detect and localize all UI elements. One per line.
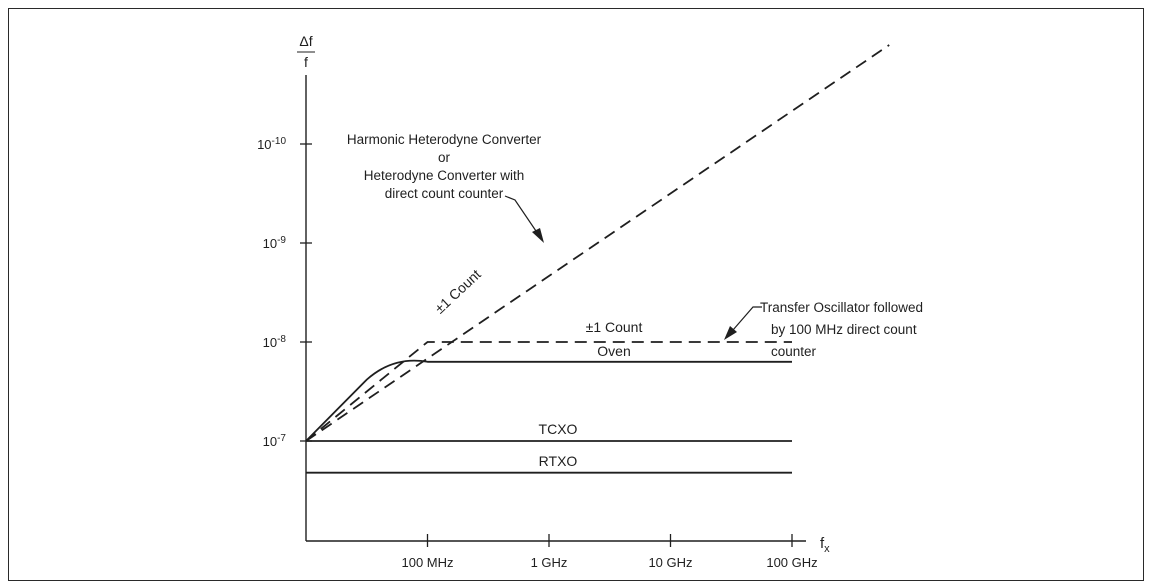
transfer-pointer [732,306,762,331]
x-tick-label-1: 1 GHz [531,555,568,570]
x-axis-label-base: f [820,535,825,552]
transfer-annotation: Transfer Oscillator followed by 100 MHz … [760,300,923,359]
tcxo-label: TCXO [539,421,578,437]
transfer-line-1: Transfer Oscillator followed [760,300,923,315]
x-tick-label-0: 100 MHz [401,555,453,570]
y-tick-label-3: 10-10 [257,136,286,152]
y-ticks: 10-7 10-8 10-9 10-10 [257,136,312,449]
transfer-line-3: counter [771,344,817,359]
series-0-harmonic-heterodyne-converter- [305,44,890,442]
x-tick-label-3: 100 GHz [766,555,817,570]
heterodyne-pointer-arrowhead [532,228,544,243]
heterodyne-line-2: or [438,150,451,165]
heterodyne-line-4: direct count counter [385,186,504,201]
series-layer [305,44,890,474]
count-flat-label: ±1 Count [586,319,643,335]
y-tick-label-1: 10-8 [263,334,287,350]
heterodyne-annotation: Harmonic Heterodyne Converter or Heterod… [347,132,542,201]
transfer-line-2: by 100 MHz direct count [771,322,917,337]
count-diagonal-label: ±1 Count [431,266,483,316]
y-tick-label-0: 10-7 [263,433,287,449]
heterodyne-pointer [504,195,537,232]
rtxo-label: RTXO [539,453,578,469]
figure-frame [8,8,1144,581]
x-axis-label: fx [820,535,830,555]
y-axis-label: Δf f [297,33,315,70]
x-tick-label-2: 10 GHz [648,555,692,570]
series-1-1-count [305,341,792,442]
x-ticks: 100 MHz 1 GHz 10 GHz 100 GHz [401,534,818,570]
x-axis-label-subscript: x [824,543,830,555]
y-axis-label-denominator: f [304,54,308,70]
heterodyne-line-1: Harmonic Heterodyne Converter [347,132,542,147]
transfer-pointer-arrowhead [724,326,737,340]
y-axis-label-numerator: Δf [299,33,312,49]
y-tick-label-2: 10-9 [263,235,287,251]
series-2-oven [305,359,792,442]
heterodyne-line-3: Heterodyne Converter with [364,168,525,183]
oven-label: Oven [597,343,630,359]
